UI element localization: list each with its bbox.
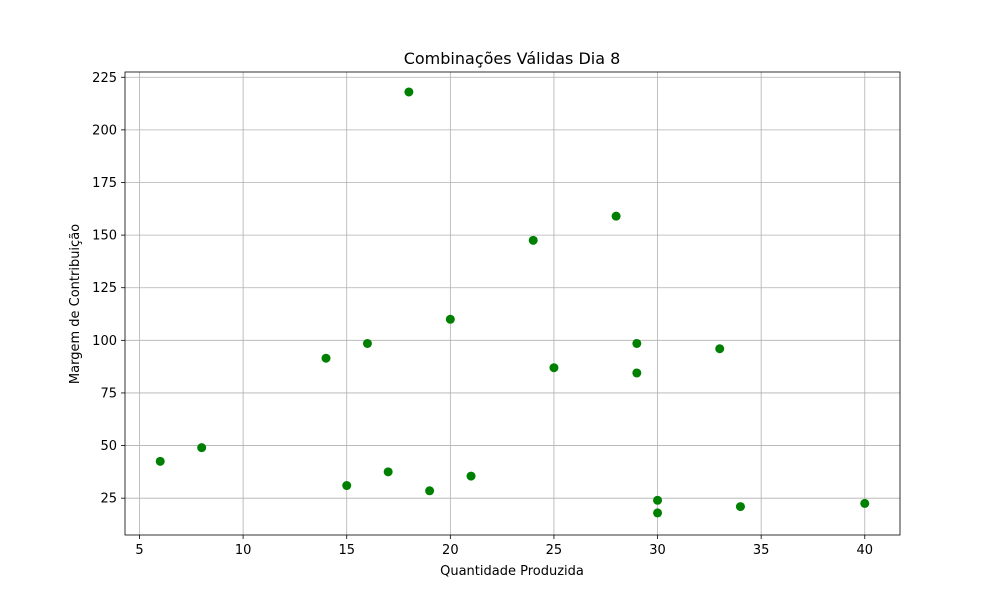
plot-frame xyxy=(124,71,901,536)
x-tick-label: 20 xyxy=(442,543,459,558)
x-tick-label: 25 xyxy=(546,543,563,558)
data-point xyxy=(632,338,642,348)
x-tick-label: 40 xyxy=(856,543,873,558)
data-point xyxy=(404,87,414,97)
y-tick-label: 100 xyxy=(92,334,117,349)
x-axis-label: Quantidade Produzida xyxy=(440,564,584,579)
data-point xyxy=(321,353,331,363)
y-tick-label: 50 xyxy=(100,439,117,454)
y-tick-label: 150 xyxy=(92,229,117,244)
data-point xyxy=(528,235,538,245)
axis-ticks: 5 10 15 20 25 30 35 40 25 50 75 100 125 150 175 200 225 xyxy=(92,71,873,558)
data-point xyxy=(342,481,352,491)
data-point xyxy=(632,368,642,378)
y-tick-label: 75 xyxy=(100,386,117,401)
data-point xyxy=(611,211,621,221)
chart-title: Combinações Válidas Dia 8 xyxy=(404,49,621,68)
x-tick-label: 30 xyxy=(649,543,666,558)
data-point xyxy=(466,471,476,481)
x-tick-label: 5 xyxy=(135,543,143,558)
data-point xyxy=(425,486,435,496)
data-point xyxy=(653,508,663,518)
data-point xyxy=(860,498,870,508)
x-tick-label: 10 xyxy=(235,543,252,558)
grid-lines xyxy=(125,72,900,535)
data-point xyxy=(653,495,663,505)
x-tick-label: 15 xyxy=(338,543,355,558)
x-tick-label: 35 xyxy=(753,543,770,558)
data-point xyxy=(549,363,559,373)
y-tick-label: 25 xyxy=(100,492,117,507)
data-point xyxy=(197,443,207,453)
data-point xyxy=(383,467,393,477)
data-point xyxy=(735,502,745,512)
y-tick-label: 175 xyxy=(92,176,117,191)
y-tick-label: 225 xyxy=(92,71,117,86)
data-point xyxy=(362,338,372,348)
y-tick-label: 200 xyxy=(92,123,117,138)
y-tick-label: 125 xyxy=(92,281,117,296)
data-point xyxy=(445,314,455,324)
data-point xyxy=(155,456,165,466)
data-point xyxy=(715,344,725,354)
y-axis-label: Margem de Contribuição xyxy=(68,224,83,384)
data-points xyxy=(155,87,870,518)
